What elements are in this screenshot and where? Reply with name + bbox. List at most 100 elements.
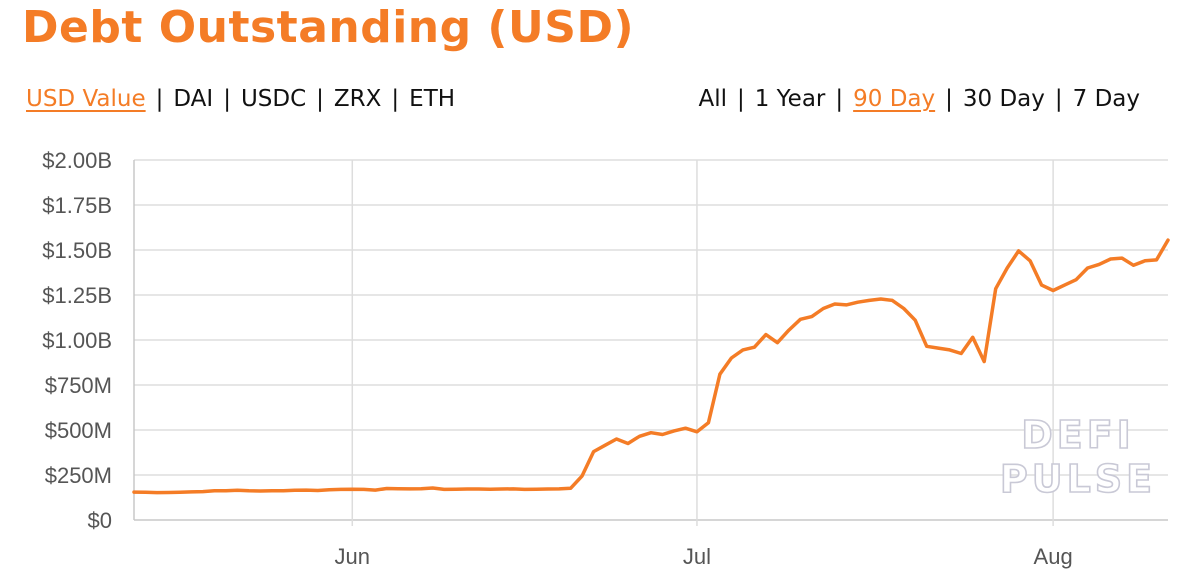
data-point (511, 487, 515, 491)
data-point (546, 487, 549, 491)
y-tick-label: $1.00B (42, 328, 112, 353)
data-point (925, 345, 928, 348)
data-point (1086, 266, 1089, 270)
data-point (454, 488, 457, 491)
data-point (408, 487, 411, 491)
data-point (776, 341, 779, 344)
separator: | (1054, 86, 1063, 112)
watermark-line2: PULSE (1000, 457, 1156, 501)
data-point (351, 488, 354, 491)
data-point (201, 490, 205, 493)
data-point (592, 450, 595, 453)
data-point (1017, 249, 1020, 253)
x-tick-label: Aug (1034, 544, 1073, 569)
separator: | (391, 86, 400, 112)
x-tick-label: Jun (335, 544, 370, 569)
data-point (443, 488, 446, 491)
y-tick-label: $1.25B (42, 283, 112, 308)
data-point (339, 488, 342, 491)
range-option-90-day[interactable]: 90 Day (853, 86, 936, 112)
data-point (971, 336, 974, 339)
y-tick-label: $750M (45, 373, 112, 398)
data-point (730, 356, 733, 360)
data-point (672, 429, 676, 433)
data-point (718, 373, 722, 376)
data-point (374, 488, 377, 492)
data-point (1097, 263, 1101, 266)
range-option-7-day[interactable]: 7 Day (1072, 86, 1140, 112)
data-point (661, 433, 664, 436)
data-point (845, 303, 848, 307)
data-point (1132, 264, 1135, 267)
currency-option-dai[interactable]: DAI (173, 86, 214, 112)
data-point (385, 487, 388, 490)
data-point (822, 307, 825, 310)
data-point (1063, 283, 1066, 287)
separator: | (155, 86, 164, 112)
data-point (132, 490, 136, 494)
currency-option-usdc[interactable]: USDC (240, 86, 307, 112)
separator: | (835, 86, 844, 112)
data-point (902, 307, 905, 310)
data-point (224, 489, 228, 492)
range-selector: All | 1 Year | 90 Day | 30 Day | 7 Day (698, 86, 1140, 112)
data-point (569, 487, 572, 490)
y-tick-label: $500M (45, 418, 112, 443)
data-point (948, 348, 951, 352)
data-point (500, 487, 503, 491)
separator: | (316, 86, 324, 112)
data-point (983, 360, 986, 363)
data-point (293, 489, 296, 492)
watermark-line1: DEFI (1021, 413, 1135, 457)
y-tick-label: $1.75B (42, 193, 112, 218)
data-point (431, 486, 434, 490)
data-point (891, 299, 894, 302)
series-line-debt-outstanding (132, 238, 1170, 495)
data-point (649, 431, 653, 434)
data-point (1109, 257, 1112, 261)
chart-grid (133, 159, 1168, 526)
data-point (523, 488, 526, 491)
data-point (1143, 259, 1147, 262)
separator: | (736, 86, 745, 112)
data-point (362, 488, 365, 491)
data-point (236, 489, 239, 492)
watermark: DEFI PULSE (999, 412, 1156, 502)
currency-selector: USD Value | DAI | USDC | ZRX | ETH (26, 86, 455, 112)
data-point (316, 489, 319, 492)
separator: | (223, 86, 231, 112)
data-point (144, 491, 147, 494)
data-point (1051, 289, 1055, 292)
page-title: Debt Outstanding (USD) (22, 2, 635, 53)
data-point (879, 297, 882, 301)
data-point (695, 430, 699, 433)
data-point (328, 488, 331, 491)
range-option-30-day[interactable]: 30 Day (962, 86, 1045, 112)
data-point (638, 435, 641, 438)
range-option-all[interactable]: All (698, 86, 727, 112)
data-point (270, 489, 274, 492)
data-point (615, 437, 618, 441)
data-point (707, 421, 710, 424)
data-point (155, 491, 159, 494)
data-point (810, 315, 813, 318)
data-point (167, 491, 170, 494)
data-point (477, 487, 480, 491)
y-tick-label: $1.50B (42, 238, 112, 263)
data-point (420, 487, 423, 490)
y-tick-label: $250M (45, 463, 112, 488)
data-point (282, 489, 285, 492)
data-point (684, 427, 687, 430)
data-point (190, 490, 193, 494)
currency-option-zrx[interactable]: ZRX (333, 86, 382, 112)
y-tick-label: $0 (88, 508, 112, 533)
currency-option-usd-value[interactable]: USD Value (26, 86, 146, 112)
range-option-1-year[interactable]: 1 Year (754, 86, 826, 112)
data-point (1166, 238, 1170, 242)
currency-option-eth[interactable]: ETH (409, 86, 456, 112)
data-point (580, 474, 584, 478)
data-point (1006, 266, 1009, 270)
data-point (259, 489, 262, 493)
data-point (741, 348, 745, 352)
data-point (178, 491, 182, 494)
